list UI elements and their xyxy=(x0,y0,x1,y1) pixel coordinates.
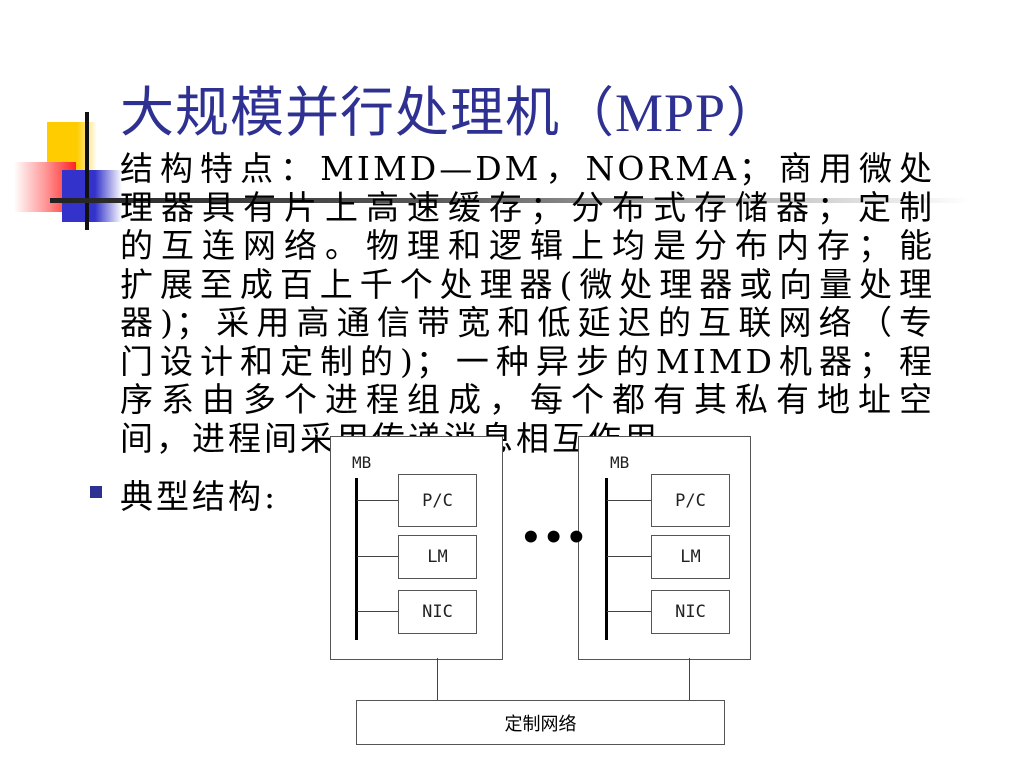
bus-label: MB xyxy=(610,453,630,472)
connector xyxy=(607,611,651,612)
title-abbrev: MPP xyxy=(615,83,727,143)
memory-bus xyxy=(355,478,358,640)
unit-nic: NIC xyxy=(398,590,477,634)
unit-pc: P/C xyxy=(651,474,730,527)
connector xyxy=(607,500,651,501)
connector xyxy=(357,500,398,501)
decoration-horizontal-line xyxy=(50,198,970,203)
text-line: 的互连网络。物理和逻辑上均是分布内存；能 xyxy=(120,226,935,265)
connector xyxy=(437,658,438,700)
connector xyxy=(689,658,690,700)
decoration-blue-square xyxy=(62,170,122,222)
text-line: 扩展至成百上千个处理器(微处理器或向量处理 xyxy=(120,264,935,304)
unit-pc: P/C xyxy=(398,474,477,527)
title-text: 大规模并行处理机（ xyxy=(120,81,615,144)
bullet-square-icon xyxy=(90,486,102,498)
text-line: 器)；采用高通信带宽和低延迟的互联网络（专 xyxy=(120,303,935,342)
unit-lm: LM xyxy=(651,535,730,579)
memory-bus xyxy=(605,478,608,640)
bus-label: MB xyxy=(352,453,372,472)
bullet-1-text: 结构特点：MIMD—DM，NORMA；商用微处 理器具有片上高速缓存；分布式存储… xyxy=(120,149,950,458)
bullet-2-text: 典型结构: xyxy=(120,477,279,516)
connector xyxy=(357,556,398,557)
slide-title: 大规模并行处理机（MPP） xyxy=(120,68,781,147)
title-close: ） xyxy=(726,81,782,144)
connector xyxy=(607,556,651,557)
connector xyxy=(357,611,398,612)
unit-nic: NIC xyxy=(651,590,730,634)
unit-lm: LM xyxy=(398,535,477,579)
custom-network-box: 定制网络 xyxy=(356,700,725,745)
ellipsis: ••• xyxy=(520,518,589,558)
decoration-vertical-line xyxy=(85,112,89,230)
text-line: 门设计和定制的)；一种异步的MIMD机器；程 xyxy=(120,341,935,381)
text-line: 序系由多个进程组成，每个都有其私有地址空 xyxy=(120,380,935,419)
text-line: 理器具有片上高速缓存；分布式存储器；定制 xyxy=(120,187,935,227)
text-line: 结构特点：MIMD—DM，NORMA；商用微处 xyxy=(120,149,935,188)
